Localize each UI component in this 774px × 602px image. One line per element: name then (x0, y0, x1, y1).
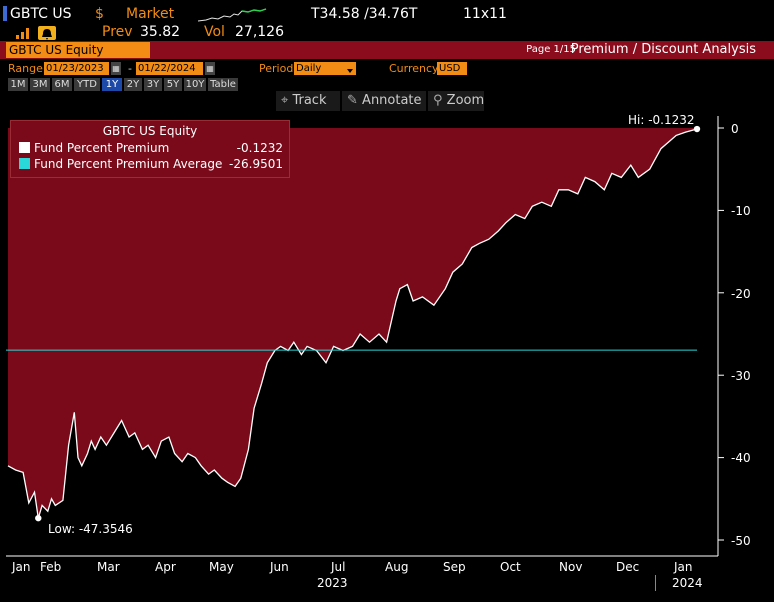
legend-item-average[interactable]: Fund Percent Premium Average (19, 157, 222, 171)
end-calendar-icon[interactable]: ▦ (205, 62, 215, 75)
prev-value: 35.82 (140, 24, 181, 40)
pencil-icon: ✎ (347, 93, 358, 108)
parameter-row: Range 01/23/2023 ▦ - 01/22/2024 ▦ Period… (0, 61, 774, 77)
crosshair-icon: ⌖ (281, 93, 289, 108)
x-tick-label: Sep (443, 560, 466, 574)
low-annotation: Low: -47.3546 (48, 522, 133, 536)
vol-value: 27,126 (235, 24, 284, 40)
signal-bars-icon (16, 28, 32, 39)
bid-ask-size: 11x11 (463, 6, 507, 22)
vol-label: Vol (204, 24, 225, 40)
high-point-marker (693, 125, 701, 133)
period-label: Period (259, 62, 294, 75)
x-tick-label: Jun (270, 560, 289, 574)
period-select[interactable]: Daily (294, 62, 344, 75)
x-tick-label: Apr (155, 560, 176, 574)
x-tick-label: Jan (674, 560, 693, 574)
prev-label: Prev (102, 24, 133, 40)
range-button-3m[interactable]: 3M (30, 78, 50, 91)
y-tick-label: -50 (731, 534, 751, 548)
high-annotation: Hi: -0.1232 (628, 113, 695, 127)
currency-field[interactable]: USD (437, 62, 467, 75)
premium-chart[interactable] (0, 112, 774, 590)
market-label: Market (126, 6, 175, 22)
legend-title: GBTC US Equity (102, 124, 198, 138)
range-button-3y[interactable]: 3Y (144, 78, 162, 91)
range-button-6m[interactable]: 6M (52, 78, 72, 91)
range-button-1m[interactable]: 1M (8, 78, 28, 91)
x-tick-label: Oct (500, 560, 521, 574)
start-calendar-icon[interactable]: ▦ (111, 62, 121, 75)
table-button[interactable]: Table (208, 78, 238, 91)
low-point-marker (35, 514, 42, 522)
year-label-2024: 2024 (672, 576, 703, 590)
x-tick-label: Nov (559, 560, 583, 574)
x-tick-label: Mar (97, 560, 120, 574)
legend-label: Fund Percent Premium (34, 141, 170, 155)
period-dropdown-icon[interactable] (344, 62, 356, 75)
quote-header: GBTC US $ Market T34.58 /34.76T 11x11 (0, 0, 774, 24)
x-tick-label: May (209, 560, 234, 574)
annotate-button[interactable]: ✎ Annotate (342, 91, 426, 111)
y-tick-label: -10 (731, 204, 751, 218)
ticker-label[interactable]: GBTC US (10, 6, 72, 22)
legend-item-premium[interactable]: Fund Percent Premium (19, 141, 169, 155)
security-field[interactable]: GBTC US Equity (6, 42, 150, 58)
y-tick-label: -30 (731, 369, 751, 383)
currency-symbol: $ (95, 6, 104, 22)
page-title: Premium / Discount Analysis (570, 42, 756, 57)
page-indicator: Page 1/15 (526, 44, 576, 55)
price-range: T34.58 /34.76T (311, 6, 418, 22)
x-tick-label: Dec (616, 560, 640, 574)
year-divider (655, 575, 656, 591)
magnifier-icon: ⚲ (433, 93, 443, 108)
x-tick-label: Jan (12, 560, 31, 574)
legend-swatch-cyan (19, 158, 30, 169)
zoom-button[interactable]: ⚲ Zoom (428, 91, 484, 111)
quote-subheader: Prev 35.82 Vol 27,126 (0, 24, 774, 42)
range-button-2y[interactable]: 2Y (124, 78, 142, 91)
start-date-field[interactable]: 01/23/2023 (44, 62, 109, 75)
zoom-label: Zoom (446, 93, 485, 108)
legend-value: -0.1232 (236, 141, 283, 155)
ticker-marker (3, 6, 7, 21)
alert-bell-icon[interactable] (38, 26, 56, 40)
range-dash: - (128, 62, 132, 75)
range-label: Range (8, 62, 43, 75)
legend-swatch-white (19, 142, 30, 153)
x-tick-label: Jul (331, 560, 346, 574)
annotate-label: Annotate (362, 93, 422, 108)
range-button-5y[interactable]: 5Y (164, 78, 182, 91)
range-button-1y[interactable]: 1Y (102, 78, 122, 91)
range-button-10y[interactable]: 10Y (184, 78, 206, 91)
premium-line (7, 128, 698, 519)
chart-toolbar: ⌖ Track ✎ Annotate ⚲ Zoom (276, 91, 484, 111)
end-date-field[interactable]: 01/22/2024 (136, 62, 203, 75)
premium-area (8, 128, 697, 519)
y-tick-label: -40 (731, 451, 751, 465)
chart-legend[interactable]: GBTC US Equity Fund Percent Premium -0.1… (10, 120, 290, 178)
track-button[interactable]: ⌖ Track (276, 91, 340, 111)
title-bar: GBTC US Equity Page 1/15 Premium / Disco… (0, 41, 774, 59)
sparkline-icon (198, 8, 267, 22)
x-tick-label: Feb (40, 560, 62, 574)
y-tick-label: 0 (731, 122, 739, 136)
legend-label: Fund Percent Premium Average (34, 157, 223, 171)
track-label: Track (292, 93, 327, 108)
y-tick-label: -20 (731, 287, 751, 301)
year-label-2023: 2023 (317, 576, 348, 590)
range-button-ytd[interactable]: YTD (74, 78, 100, 91)
x-tick-label: Aug (385, 560, 409, 574)
legend-value: -26.9501 (229, 157, 283, 171)
currency-label: Currency (389, 62, 439, 75)
